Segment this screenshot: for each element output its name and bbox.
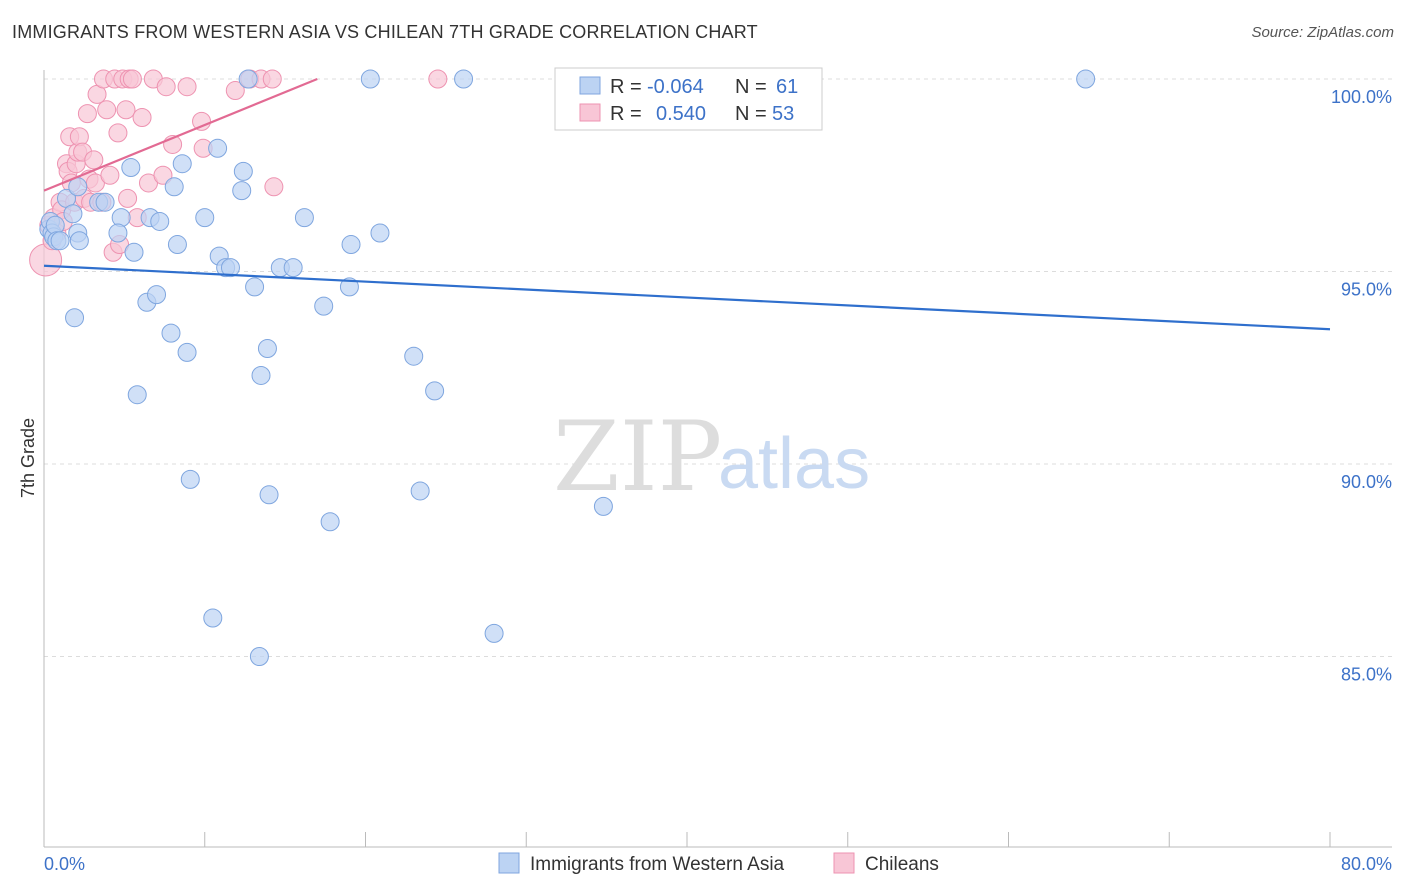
x-ticks [43,832,1331,847]
point-blue-33 [220,258,240,278]
legend-n-label-pink: N = [735,103,767,125]
point-pink-21 [84,150,104,170]
point-blue-54 [454,69,474,89]
point-blue-8 [63,204,83,224]
point-blue-16 [108,223,128,243]
point-blue-25 [172,154,192,174]
point-pink-34 [118,188,138,208]
y-tick-labels: 100.0% 95.0% 90.0% 85.0% [1331,87,1392,685]
western-asia-points [39,69,1096,666]
point-blue-55 [484,623,504,643]
point-pink-52 [428,69,448,89]
point-blue-38 [249,647,269,666]
series-legend-label-blue: Immigrants from Western Asia [530,854,785,875]
watermark-zip: ZIP [553,401,722,513]
y-tick-label-1: 95.0% [1341,280,1392,300]
point-pink-45 [192,111,212,131]
point-blue-18 [124,242,144,262]
point-pink-38 [132,108,152,127]
point-pink-51 [262,69,282,89]
point-pink-50 [264,177,284,197]
point-blue-23 [164,177,184,197]
point-pink-26 [97,100,117,120]
point-blue-27 [180,469,200,489]
point-pink-36 [122,69,142,89]
x-tick-label-max: 80.0% [1341,854,1392,874]
y-tick-label-3: 85.0% [1341,665,1392,685]
point-blue-59 [147,285,167,305]
legend-r-value-pink: 0.540 [656,103,706,125]
legend-swatch-pink [579,103,601,122]
point-blue-6 [50,231,70,251]
point-blue-13 [111,208,131,228]
point-pink-33 [116,100,136,120]
point-pink-42 [156,77,176,97]
y-axis-title: 7th Grade [18,418,38,498]
point-blue-10 [69,231,89,251]
point-blue-60 [127,385,147,405]
point-blue-37 [245,277,265,297]
point-blue-22 [161,323,181,343]
point-blue-46 [320,512,340,532]
point-pink-30 [108,123,128,143]
legend-n-label-blue: N = [735,76,767,98]
point-blue-43 [283,258,303,278]
point-blue-17 [121,158,141,178]
point-blue-26 [177,342,197,362]
point-blue-48 [341,235,361,255]
series-legend: Immigrants from Western Asia Chileans [498,852,939,875]
point-pink-27 [100,165,120,185]
point-blue-56 [593,496,613,516]
y-tick-label-0: 100.0% [1331,87,1392,107]
point-blue-44 [294,208,314,228]
series-legend-label-pink: Chileans [865,854,939,875]
watermark: ZIP atlas [553,401,870,513]
point-blue-30 [208,138,228,158]
point-blue-28 [195,208,215,228]
legend-n-value-blue: 61 [776,76,798,98]
x-tick-label-min: 0.0% [44,854,85,874]
point-blue-39 [251,365,271,385]
point-blue-35 [233,161,253,181]
point-blue-15 [65,308,85,328]
point-blue-36 [238,69,258,89]
watermark-atlas: atlas [718,424,870,504]
stats-legend: R = -0.064 N = 61 R = 0.540 N = 53 [554,67,823,131]
series-legend-swatch-blue [498,852,520,874]
point-blue-58 [1076,69,1096,89]
point-blue-24 [167,235,187,255]
point-blue-49 [360,69,380,89]
point-blue-47 [339,277,359,297]
legend-r-label-blue: R = [610,76,642,98]
point-blue-21 [150,211,170,231]
point-pink-41 [153,165,173,185]
point-pink-44 [177,77,197,97]
legend-swatch-blue [579,76,601,95]
point-blue-50 [370,223,390,243]
axes [43,70,1392,848]
trend-line-pink [43,77,318,192]
point-blue-52 [410,481,430,501]
point-blue-34 [232,181,252,201]
chart-title: IMMIGRANTS FROM WESTERN ASIA VS CHILEAN … [12,22,758,42]
legend-r-value-blue: -0.064 [647,76,704,98]
point-blue-53 [425,381,445,401]
point-blue-40 [257,339,277,358]
point-blue-12 [95,192,115,212]
trend-lines [43,77,1331,331]
source-label: Source: ZipAtlas.com [1251,24,1394,41]
point-blue-29 [203,608,223,628]
legend-r-label-pink: R = [610,103,642,125]
point-blue-45 [314,296,334,316]
point-pink-47 [225,81,245,101]
point-blue-51 [404,346,424,366]
y-tick-label-2: 90.0% [1341,472,1392,492]
point-blue-41 [259,485,279,505]
legend-n-value-pink: 53 [772,103,794,125]
point-pink-15 [69,127,89,147]
trend-line-blue [43,264,1331,331]
series-legend-swatch-pink [833,852,855,874]
point-pink-18 [77,104,97,124]
